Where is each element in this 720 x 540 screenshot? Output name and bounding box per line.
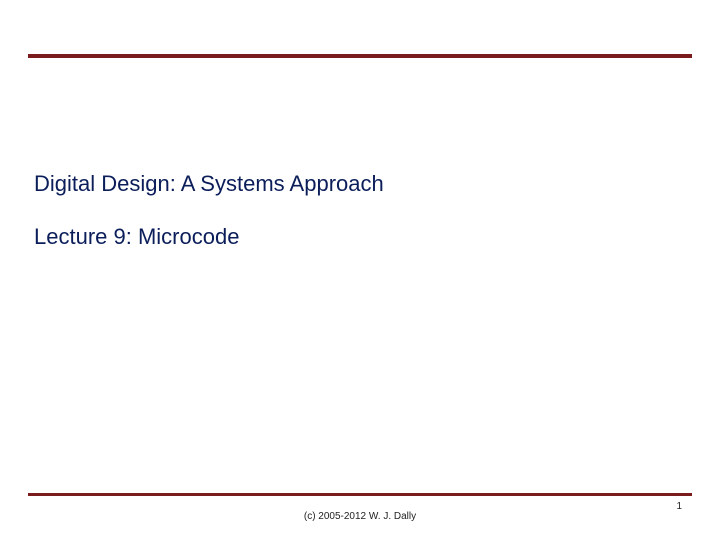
title-line-2: Lecture 9: Microcode — [34, 223, 680, 252]
copyright-footer: (c) 2005-2012 W. J. Dally — [0, 511, 720, 522]
title-line-1: Digital Design: A Systems Approach — [34, 170, 680, 199]
title-block: Digital Design: A Systems Approach Lectu… — [34, 170, 680, 275]
page-number: 1 — [676, 501, 682, 512]
top-horizontal-rule — [28, 54, 692, 58]
bottom-horizontal-rule — [28, 493, 692, 496]
